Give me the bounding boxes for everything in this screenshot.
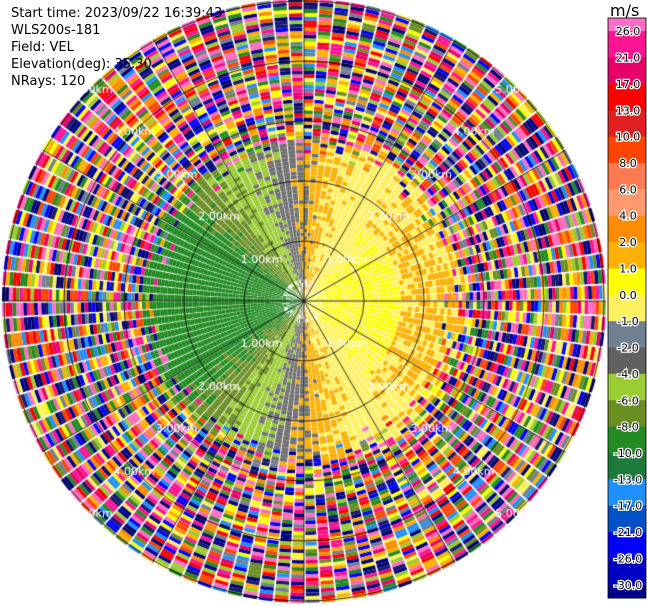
- colorbar-unit: m/s: [610, 1, 640, 20]
- colorbar-swatch: [608, 532, 646, 546]
- colorbar-tick-label: -21.0: [614, 526, 642, 539]
- colorbar-swatch: [608, 571, 646, 586]
- colorbar-swatch: [608, 479, 646, 494]
- colorbar-tick-label: 6.0: [619, 183, 637, 196]
- colorbar-swatch: [608, 110, 646, 124]
- colorbar-swatch: [608, 163, 646, 177]
- colorbar-swatch: [608, 360, 646, 375]
- colorbar-swatch: [608, 558, 646, 573]
- colorbar-swatch: [608, 545, 646, 559]
- colorbar-border: [607, 17, 647, 599]
- colorbar-tick-label: 8.0: [619, 157, 637, 170]
- colorbar-tick-label: -4.0: [617, 368, 638, 381]
- colorbar-tick-label: -30.0: [614, 579, 642, 592]
- field-label: Field: VEL: [11, 40, 74, 55]
- colorbar-swatch: [608, 202, 646, 217]
- colorbar-tick-label: 17.0: [616, 78, 641, 91]
- colorbar-swatch: [608, 123, 646, 138]
- colorbar-swatch: [608, 321, 646, 335]
- colorbar-swatch: [608, 31, 646, 45]
- colorbar-swatch: [608, 149, 646, 164]
- colorbar-tick-label: 21.0: [616, 52, 641, 65]
- colorbar-swatch: [608, 426, 646, 441]
- colorbar-tick-label: 13.0: [616, 104, 641, 117]
- start-time-label: Start time: 2023/09/22 16:39:43: [11, 6, 223, 21]
- colorbar-swatch: [608, 281, 646, 296]
- colorbar-swatch: [608, 492, 646, 507]
- colorbar-swatch: [608, 453, 646, 467]
- colorbar-swatch: [608, 584, 646, 599]
- colorbar-tick-label: 26.0: [616, 25, 641, 38]
- colorbar-swatch: [608, 83, 646, 98]
- elevation-label: Elevation(deg): 35.30: [11, 57, 152, 72]
- colorbar-swatch: [608, 400, 646, 414]
- colorbar-swatch: [608, 136, 646, 151]
- colorbar-swatch: [608, 242, 646, 256]
- colorbar-tick-label: -1.0: [617, 315, 638, 328]
- colorbar-tick-label: -13.0: [614, 473, 642, 486]
- plot-info: Start time: 2023/09/22 16:39:43 WLS200s-…: [11, 5, 222, 90]
- colorbar-tick-label: -10.0: [614, 447, 642, 460]
- colorbar-swatch: [608, 57, 646, 72]
- colorbar-swatch: [608, 308, 646, 322]
- colorbar-swatch: [608, 439, 646, 454]
- colorbar-swatch: [608, 387, 646, 401]
- colorbar-swatch: [608, 44, 646, 59]
- colorbar-swatch: [608, 413, 646, 428]
- colorbar-tick-label: -8.0: [617, 421, 638, 434]
- colorbar-tick-label: 1.0: [619, 262, 637, 275]
- colorbar-swatch: [608, 466, 646, 480]
- colorbar-swatch: [608, 97, 646, 111]
- colorbar-swatch: [608, 255, 646, 269]
- colorbar-tick-label: -26.0: [614, 552, 642, 565]
- instrument-label: WLS200s-181: [11, 23, 101, 38]
- colorbar-swatch: [608, 189, 646, 204]
- colorbar-swatch: [608, 18, 646, 32]
- colorbar-swatch: [608, 294, 646, 309]
- colorbar-swatch: [608, 176, 646, 190]
- colorbar-tick-label: 0.0: [619, 289, 637, 302]
- colorbar-tick-label: 4.0: [619, 210, 637, 223]
- colorbar-swatch: [608, 373, 646, 388]
- colorbar-tick-label: -17.0: [614, 500, 642, 513]
- colorbar-swatch: [608, 70, 646, 85]
- colorbar-swatch: [608, 505, 646, 520]
- colorbar-swatch: [608, 268, 646, 283]
- colorbar-swatch: [608, 518, 646, 533]
- colorbar-swatch: [608, 228, 646, 243]
- colorbar-swatch: [608, 334, 646, 349]
- nrays-label: NRays: 120: [11, 74, 86, 89]
- colorbar-tick-label: -2.0: [617, 342, 638, 355]
- colorbar-tick-label: 10.0: [616, 131, 641, 144]
- colorbar-swatch: [608, 215, 646, 230]
- colorbar-swatch: [608, 347, 646, 362]
- colorbar-tick-label: 2.0: [619, 236, 637, 249]
- colorbar-tick-label: -6.0: [617, 394, 638, 407]
